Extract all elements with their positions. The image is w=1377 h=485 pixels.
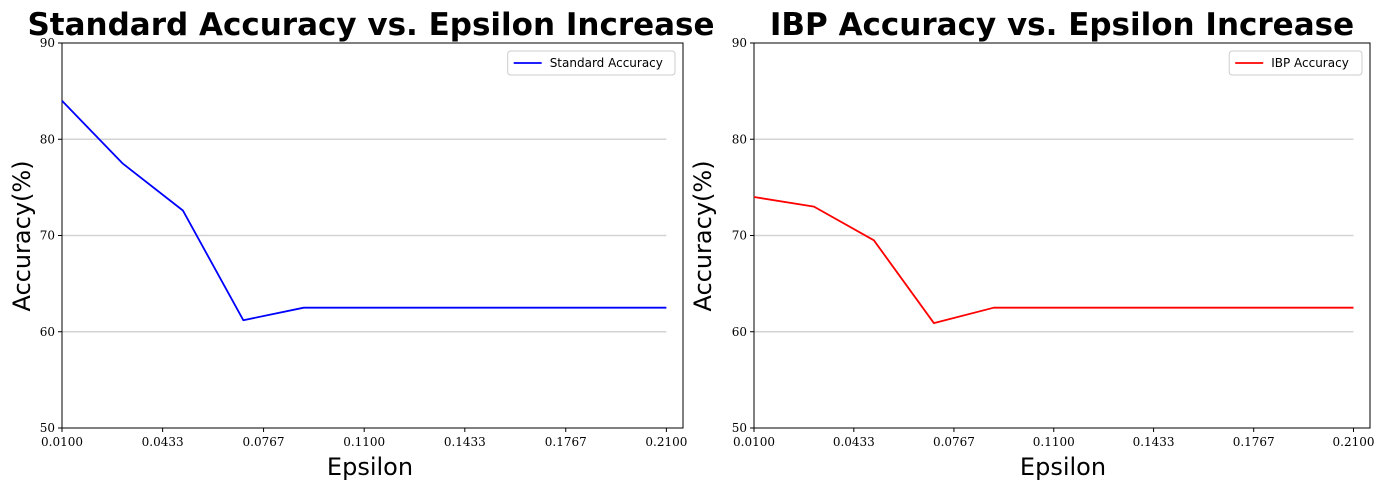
x-tick-label: 0.0767 [933, 435, 975, 449]
x-tick-label: 0.1100 [343, 435, 385, 449]
x-tick-label: 0.0100 [41, 435, 83, 449]
y-tick-label: 70 [732, 229, 747, 243]
x-tick-label: 0.1433 [444, 435, 486, 449]
x-tick-label: 0.0433 [142, 435, 184, 449]
series-line [61, 100, 667, 322]
standard-accuracy-chart: Standard Accuracy vs. Epsilon Increase E… [8, 7, 715, 481]
x-axis-label: Epsilon [327, 453, 413, 481]
x-tick-label: 0.0767 [243, 435, 285, 449]
y-tick-label: 60 [40, 325, 55, 339]
x-tick-label: 0.1433 [1133, 435, 1175, 449]
legend-label: Standard Accuracy [550, 56, 663, 70]
y-axis-label: Accuracy(%) [689, 160, 717, 311]
y-axis-label: Accuracy(%) [8, 160, 36, 311]
x-tick-label: 0.1100 [1033, 435, 1075, 449]
y-tick-label: 90 [40, 36, 55, 50]
chart-title: IBP Accuracy vs. Epsilon Increase [770, 7, 1354, 43]
y-tick-label: 80 [40, 132, 55, 146]
x-axis-label: Epsilon [1020, 453, 1106, 481]
y-tick-label: 70 [40, 229, 55, 243]
x-tick-label: 0.1767 [545, 435, 587, 449]
x-tick-label: 0.0100 [733, 435, 775, 449]
x-tick-label: 0.0433 [833, 435, 875, 449]
ibp-accuracy-chart: IBP Accuracy vs. Epsilon Increase Epsilo… [689, 7, 1375, 481]
y-tick-label: 50 [40, 421, 55, 435]
y-tick-label: 50 [732, 421, 747, 435]
chart-title: Standard Accuracy vs. Epsilon Increase [27, 7, 714, 43]
x-tick-label: 0.1767 [1233, 435, 1275, 449]
legend-box [1228, 50, 1363, 76]
series-line [753, 196, 1354, 324]
x-tick-label: 0.2100 [1333, 435, 1375, 449]
legend-label: IBP Accuracy [1271, 56, 1349, 70]
y-tick-label: 60 [732, 325, 747, 339]
chart-panel-ibp: IBP Accuracy vs. Epsilon Increase Epsilo… [689, 0, 1377, 485]
x-tick-label: 0.2100 [645, 435, 687, 449]
chart-panel-standard: Standard Accuracy vs. Epsilon Increase E… [8, 7, 715, 481]
y-tick-label: 90 [732, 36, 747, 50]
legend-box [507, 50, 676, 76]
y-tick-label: 80 [732, 132, 747, 146]
